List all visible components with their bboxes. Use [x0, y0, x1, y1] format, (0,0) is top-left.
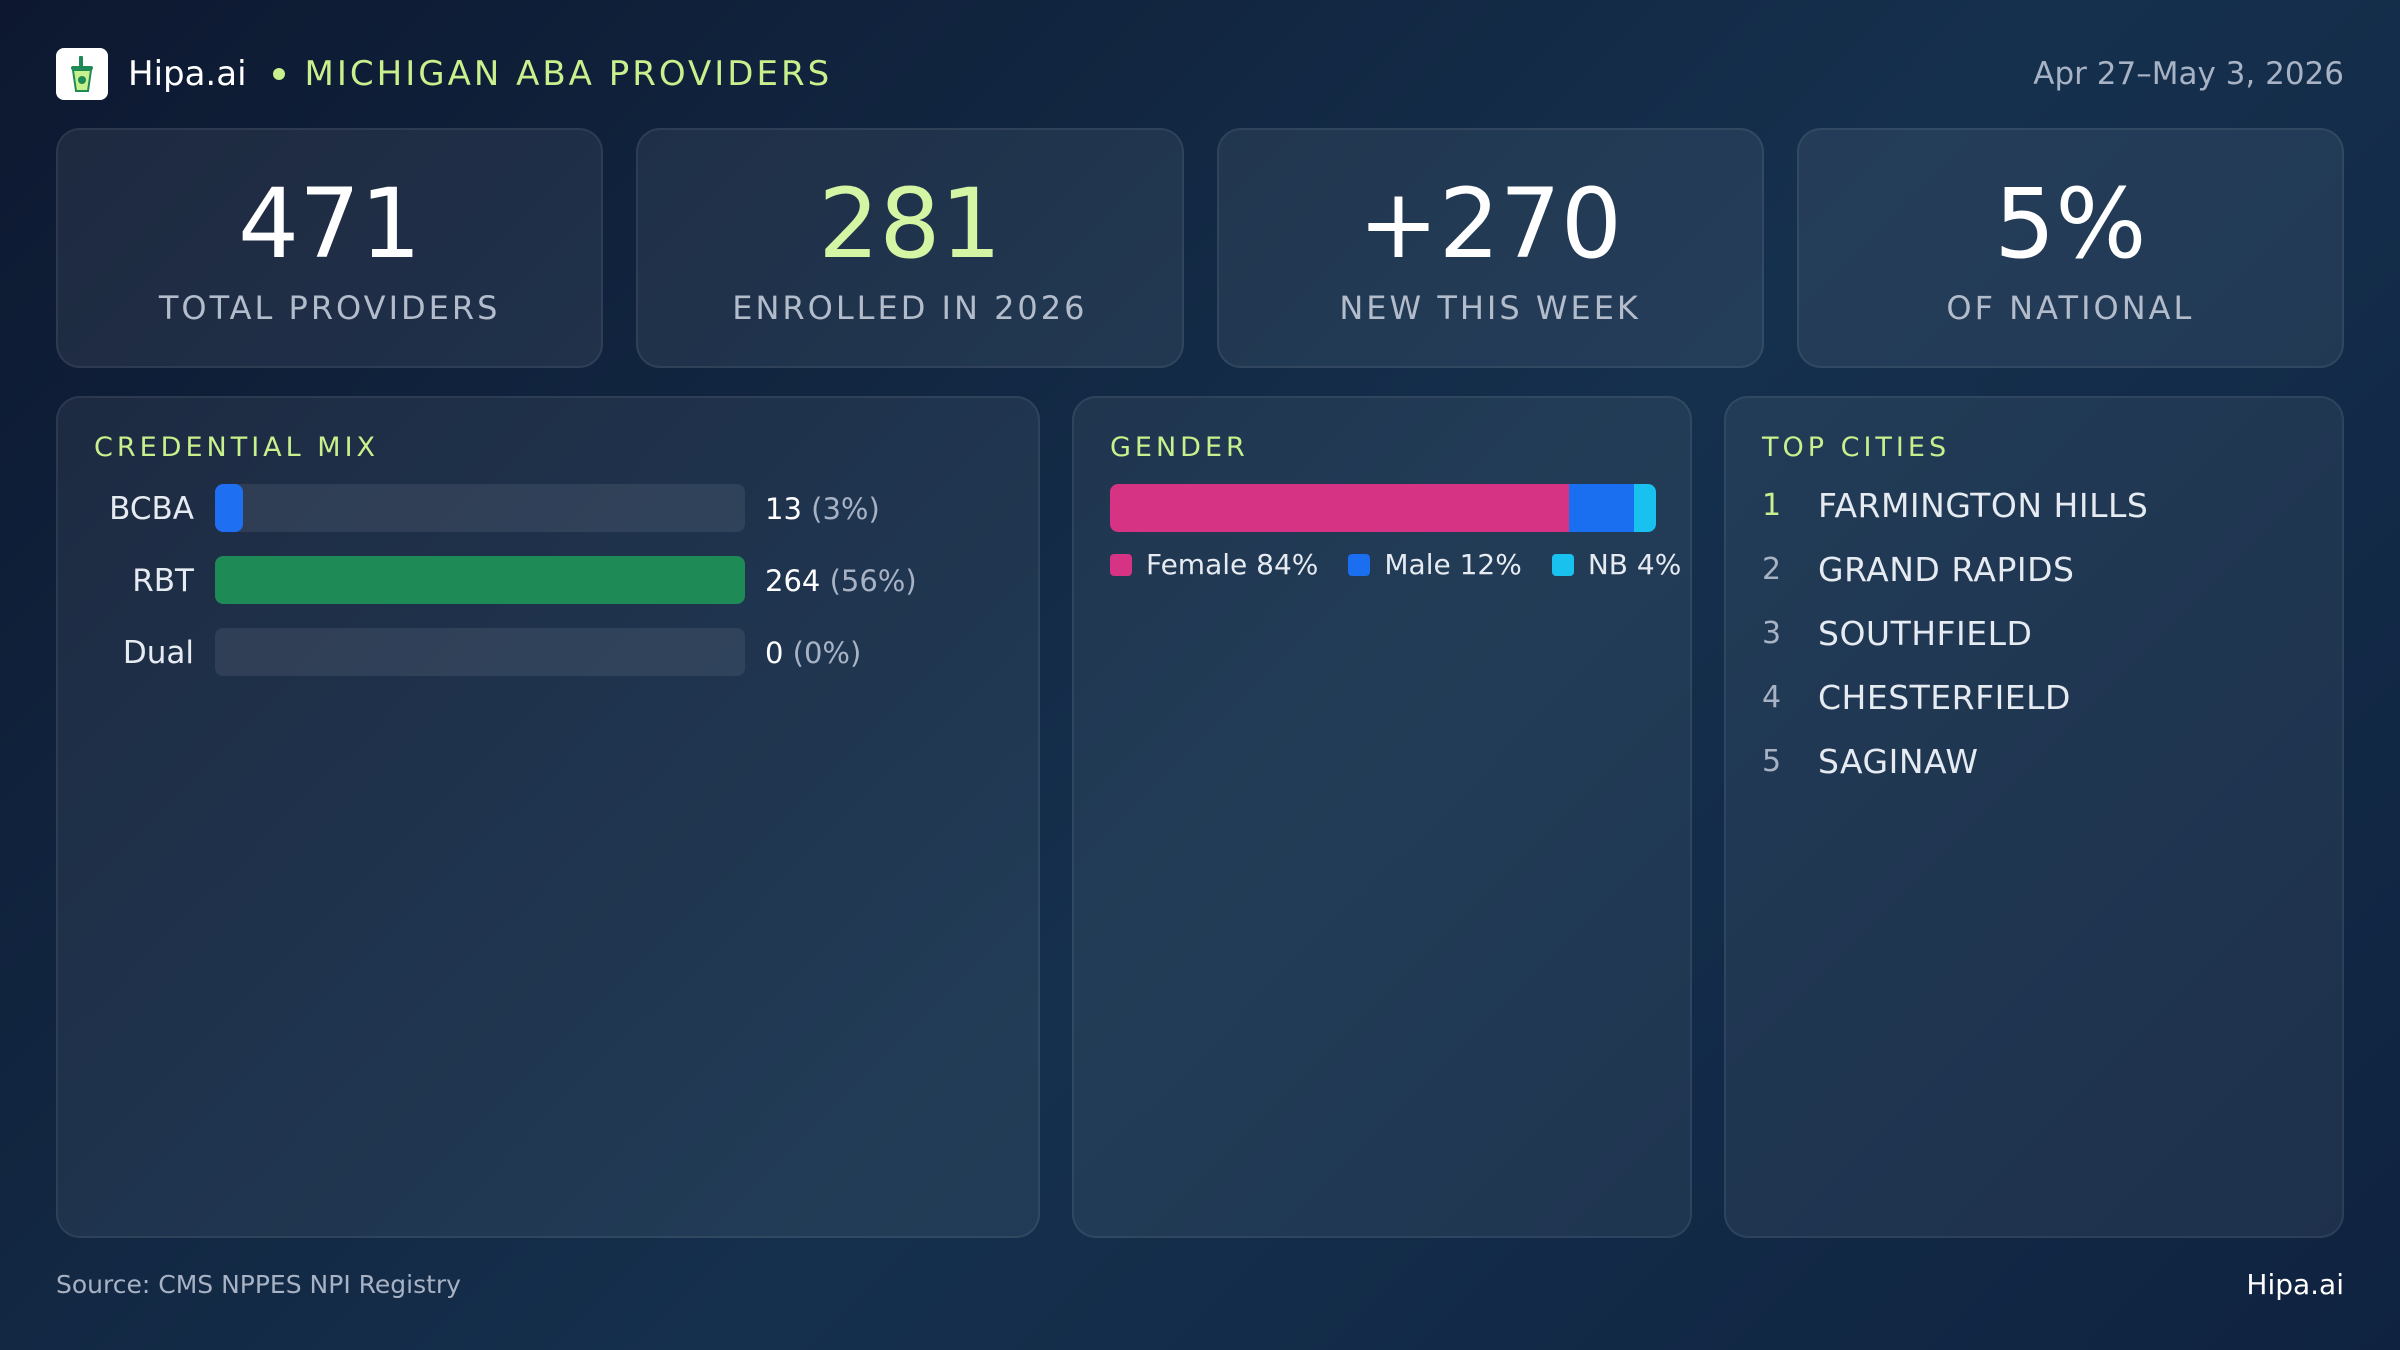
gender-segment-male — [1568, 484, 1635, 532]
separator-dot — [272, 68, 285, 80]
bar-label: BCBA — [109, 491, 194, 527]
city-name: FARMINGTON HILLS — [1818, 485, 2149, 525]
bar-fill-rbt — [215, 556, 745, 604]
city-rank: 4 — [1762, 679, 1782, 715]
city-row: 1 FARMINGTON HILLS — [1762, 480, 2148, 530]
brand-name: Hipa.ai — [128, 54, 247, 94]
kpi-card-total-providers: 471 TOTAL PROVIDERS — [56, 128, 604, 368]
city-rank: 1 — [1762, 487, 1782, 523]
city-row: 3 SOUTHFIELD — [1762, 608, 2032, 658]
top-cities-panel: TOP CITIES 1 FARMINGTON HILLS 2 GRAND RAPID… — [1724, 396, 2344, 1238]
panel-title: TOP CITIES — [1762, 432, 1951, 463]
city-name: CHESTERFIELD — [1818, 677, 2071, 717]
bar-track — [215, 628, 745, 676]
bar-count: 0 — [765, 636, 793, 670]
city-row: 2 GRAND RAPIDS — [1762, 544, 2074, 594]
legend-label: Female 84% — [1146, 548, 1319, 581]
gender-segment-nb — [1634, 484, 1656, 532]
bar-row-dual: Dual 0 (0%) — [58, 628, 1038, 678]
bar-label: Dual — [122, 635, 194, 671]
city-row: 5 SAGINAW — [1762, 736, 1978, 786]
bar-value: 0 (0%) — [765, 628, 861, 678]
bar-percent: (0%) — [792, 636, 862, 670]
bar-track — [215, 484, 745, 532]
legend-label: NB 4% — [1587, 548, 1682, 581]
kpi-label: TOTAL PROVIDERS — [158, 289, 501, 327]
kpi-card-new-this-week: +270 NEW THIS WEEK — [1216, 128, 1764, 368]
header: Hipa.ai MICHIGAN ABA PROVIDERS Apr 27–Ma… — [56, 46, 2344, 102]
city-rank: 5 — [1762, 743, 1782, 779]
city-rank: 3 — [1762, 615, 1782, 651]
bar-row-rbt: RBT 264 (56%) — [58, 556, 1038, 606]
legend-label: Male 12% — [1384, 548, 1522, 581]
bar-count: 13 — [765, 492, 812, 526]
credential-mix-panel: CREDENTIAL MIX BCBA 13 (3%) RBT 264 (56%) Du… — [56, 396, 1040, 1238]
legend-item-male: Male 12% — [1348, 548, 1522, 581]
source-note: Source: CMS NPPES NPI Registry — [56, 1270, 461, 1299]
juice-cup-icon — [56, 48, 108, 100]
kpi-card-enrolled: 281 ENROLLED IN 2026 — [636, 128, 1184, 368]
gender-legend: Female 84% Male 12% NB 4% — [1110, 548, 1681, 581]
legend-item-nb: NB 4% — [1551, 548, 1682, 581]
bar-value: 264 (56%) — [765, 556, 917, 606]
legend-swatch — [1551, 553, 1574, 576]
page-title: MICHIGAN ABA PROVIDERS — [304, 54, 833, 94]
gender-panel: GENDER Female 84% Male 12% NB 4% — [1072, 396, 1692, 1238]
legend-swatch — [1348, 553, 1371, 576]
gender-segment-female — [1110, 484, 1569, 532]
bar-label: RBT — [132, 563, 194, 599]
kpi-value: 5% — [1994, 168, 2147, 280]
panel-title: GENDER — [1110, 432, 1249, 463]
bar-count: 264 — [765, 564, 830, 598]
city-name: GRAND RAPIDS — [1818, 549, 2075, 589]
bar-value: 13 (3%) — [765, 484, 880, 534]
gender-stacked-bar — [1110, 484, 1656, 532]
kpi-label: ENROLLED IN 2026 — [732, 289, 1088, 327]
legend-swatch — [1110, 553, 1132, 576]
city-row: 4 CHESTERFIELD — [1762, 672, 2071, 722]
kpi-card-of-national: 5% OF NATIONAL — [1796, 128, 2344, 368]
bar-track — [215, 556, 745, 604]
bar-percent: (56%) — [829, 564, 917, 598]
kpi-value: 281 — [818, 168, 1002, 280]
legend-item-female: Female 84% — [1110, 548, 1318, 581]
panel-title: CREDENTIAL MIX — [94, 432, 380, 463]
bar-row-bcba: BCBA 13 (3%) — [58, 484, 1038, 534]
city-name: SAGINAW — [1818, 741, 1979, 781]
kpi-row: 471 TOTAL PROVIDERS 281 ENROLLED IN 2026… — [56, 128, 2344, 368]
kpi-value: +270 — [1358, 168, 1622, 280]
kpi-label: NEW THIS WEEK — [1339, 289, 1641, 327]
kpi-value: 471 — [238, 168, 422, 280]
footer-brand: Hipa.ai — [2246, 1268, 2344, 1301]
city-name: SOUTHFIELD — [1818, 613, 2033, 653]
bar-fill-bcba — [215, 484, 243, 532]
bar-percent: (3%) — [811, 492, 880, 526]
kpi-label: OF NATIONAL — [1946, 289, 2195, 327]
city-rank: 2 — [1762, 551, 1782, 587]
date-range: Apr 27–May 3, 2026 — [2033, 56, 2344, 92]
